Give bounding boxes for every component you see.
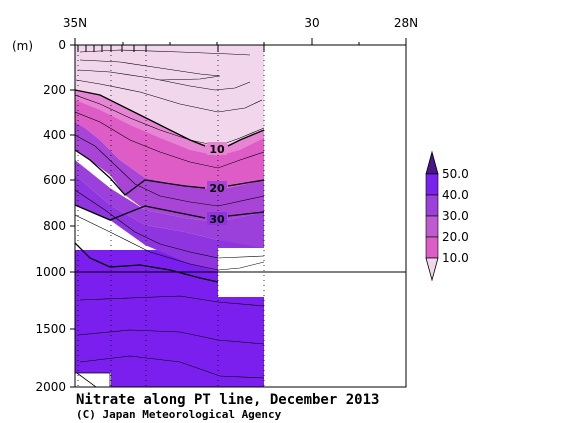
contour-label-10: 10 [209, 143, 225, 156]
x-tick-label-30: 30 [304, 16, 319, 30]
band-20-30 [75, 122, 264, 222]
colorbar-bottom-arrow [425, 257, 439, 282]
x-tick-label-35n: 35N [63, 16, 87, 30]
colorbar-top-arrow [425, 150, 439, 175]
colorbar-label-50: 50.0 [442, 167, 469, 181]
colorbar-band-20-30 [425, 215, 439, 238]
contour-lines [75, 49, 265, 379]
band-0-10 [75, 45, 264, 148]
band-40-50 [75, 250, 264, 387]
missing-data-bottom-left [75, 373, 111, 387]
band-30-40-upper [75, 160, 264, 248]
station-dots [77, 45, 265, 387]
y-tick-label-1500: 1500 [35, 322, 66, 336]
contour-40 [75, 242, 219, 283]
contour-30 [75, 204, 206, 221]
colorbar: 50.0 40.0 30.0 20.0 10.0 [425, 150, 469, 282]
y-tick-label-0: 0 [58, 38, 66, 52]
chart-title: Nitrate along PT line, December 2013 [76, 392, 379, 408]
station-ticks [77, 45, 265, 52]
y-tick-label-400: 400 [43, 128, 66, 142]
colorbar-label-30: 30.0 [442, 209, 469, 223]
colorbar-label-10: 10.0 [442, 251, 469, 265]
y-tick-label-800: 800 [43, 219, 66, 233]
contour-label-group: 10 20 30 [207, 142, 227, 226]
y-tick-label-200: 200 [43, 83, 66, 97]
colorbar-band-40-50 [425, 173, 439, 196]
contour-fill [75, 45, 265, 387]
y-axis-unit: (m) [12, 39, 33, 53]
colorbar-band-30-40 [425, 194, 439, 217]
contour-10 [75, 89, 206, 147]
top-ticks [74, 38, 407, 45]
contour-bold-lines [75, 89, 265, 283]
y-tick-label-600: 600 [43, 173, 66, 187]
left-ticks [70, 44, 75, 388]
contour-label-30: 30 [209, 213, 225, 226]
colorbar-band-10-20 [425, 236, 439, 259]
y-tick-label-1000: 1000 [35, 265, 66, 279]
colorbar-label-20: 20.0 [442, 230, 469, 244]
x-tick-label-28n: 28N [394, 16, 418, 30]
plot-frame [74, 44, 407, 388]
chart-credit: (C) Japan Meteorological Agency [76, 408, 282, 421]
contour-label-20: 20 [209, 182, 225, 195]
band-30-40 [75, 175, 264, 275]
contour-20 [75, 149, 206, 196]
y-tick-label-2000: 2000 [35, 380, 66, 394]
colorbar-label-40: 40.0 [442, 188, 469, 202]
